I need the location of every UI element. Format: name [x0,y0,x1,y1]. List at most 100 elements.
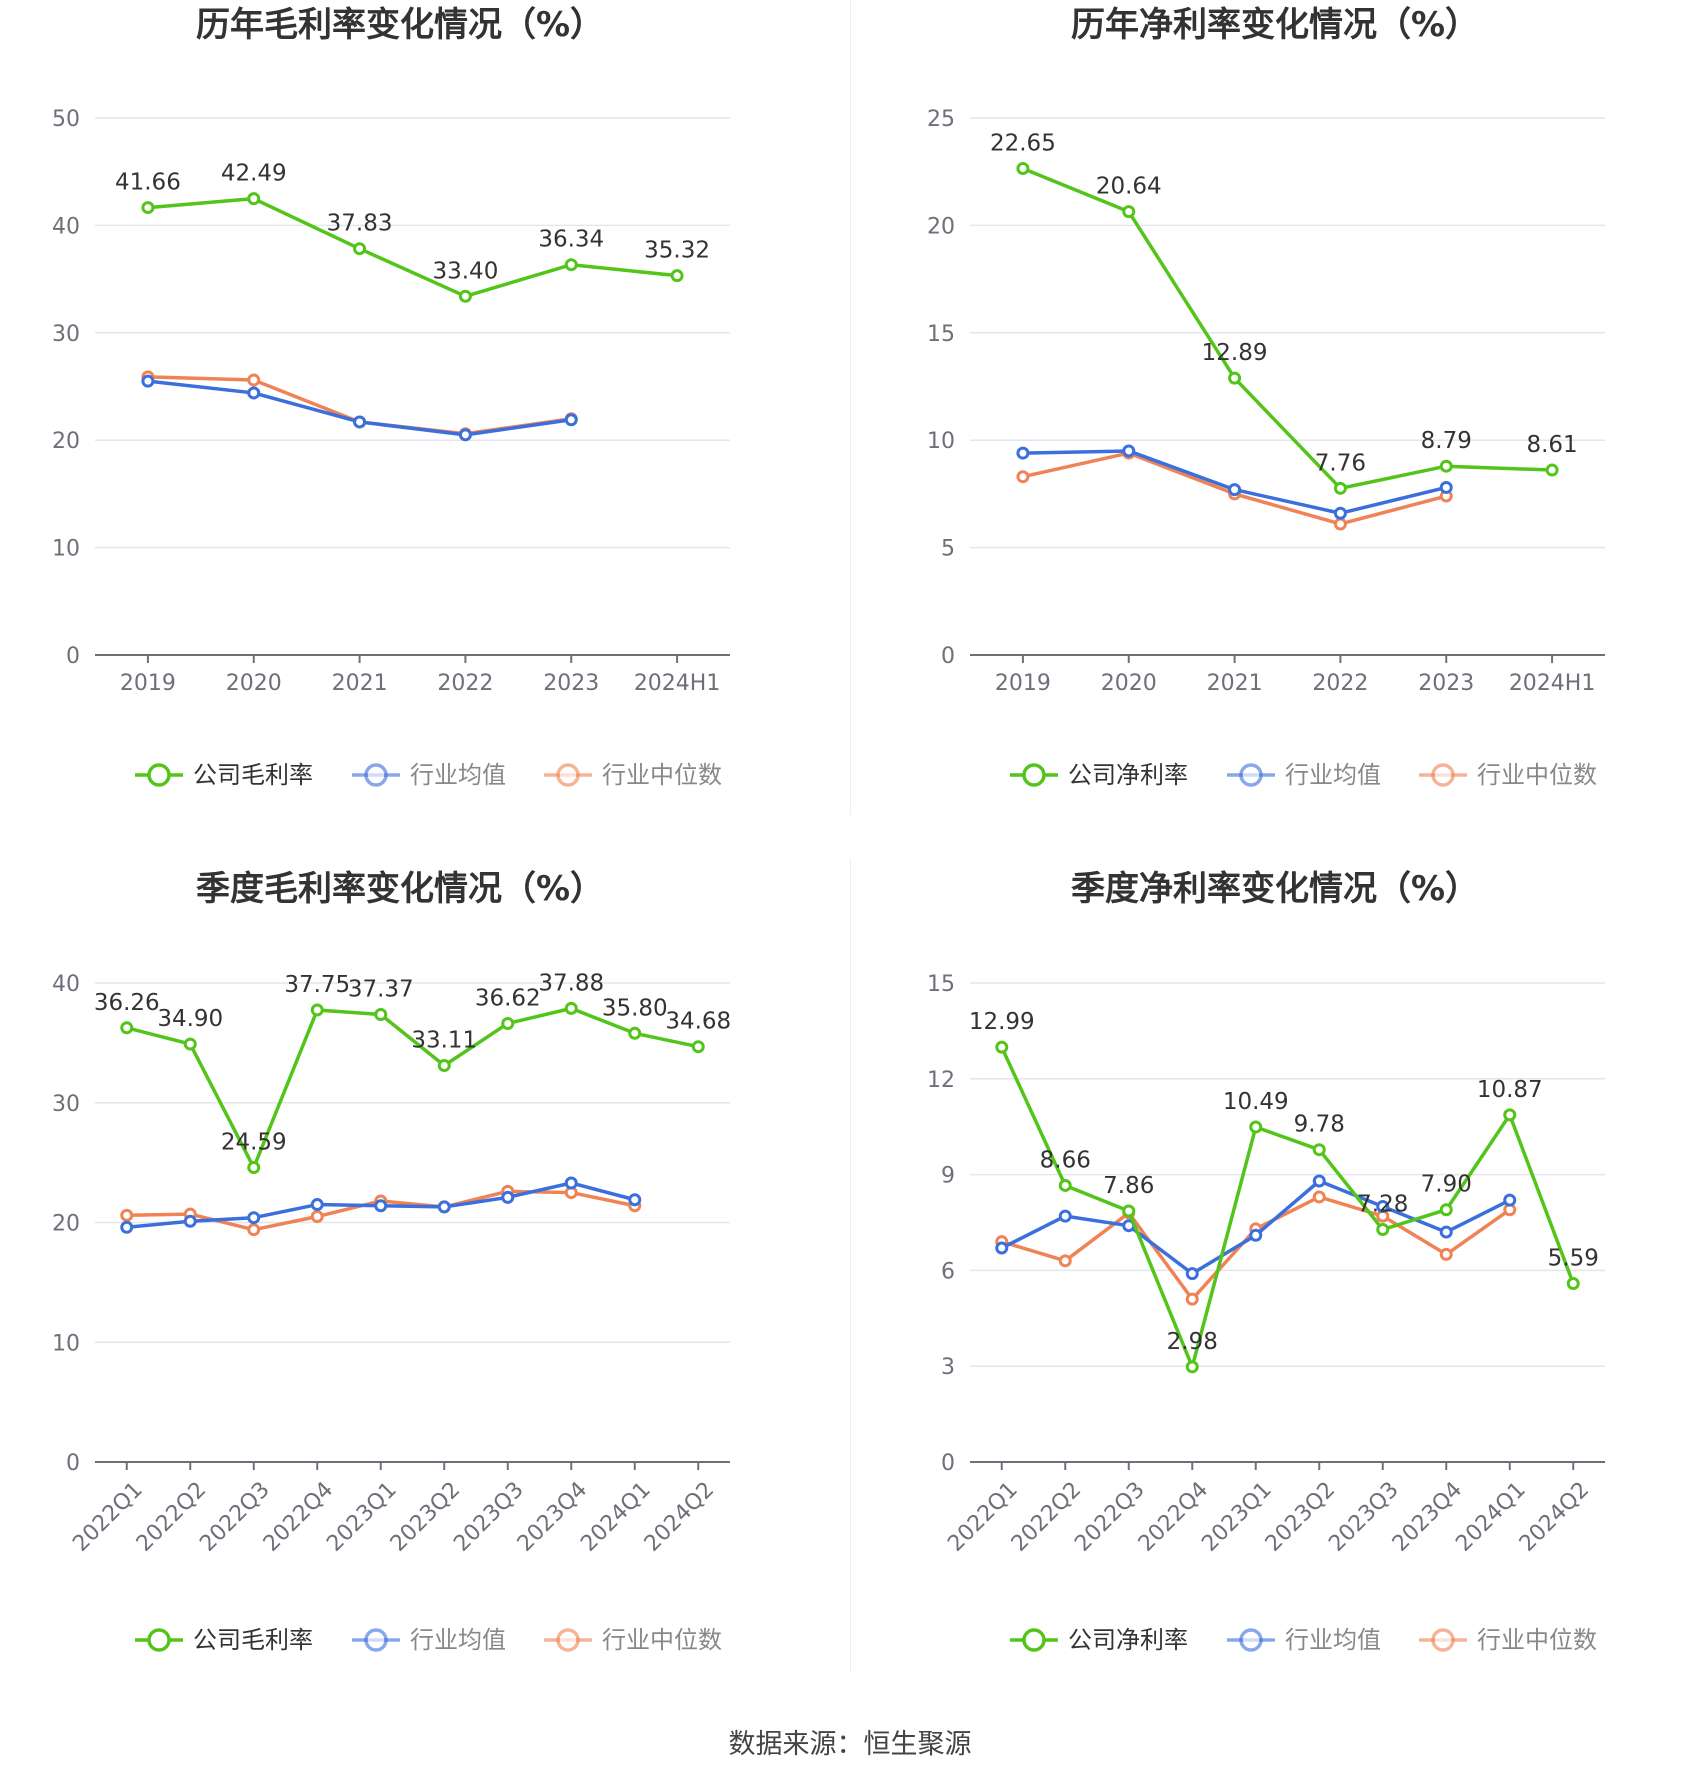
data-label: 36.34 [538,227,604,253]
data-point [1122,205,1136,219]
legend-label: 公司毛利率 [193,1626,313,1654]
data-point [120,1021,134,1035]
y-tick-label: 25 [927,107,955,132]
data-label: 35.80 [602,995,668,1021]
x-tick-label: 2023 [1418,671,1474,696]
data-point [1439,1203,1453,1217]
data-point [1249,1120,1263,1134]
data-point [458,428,472,442]
panel-divider-bottom [850,858,851,1673]
data-point [1503,1108,1517,1122]
legend-label: 公司毛利率 [193,761,313,789]
data-point [691,1040,705,1054]
legend-marker [1022,1628,1046,1652]
data-label: 22.65 [990,130,1056,156]
data-point [564,258,578,272]
data-label: 12.89 [1202,340,1268,366]
chart-title: 历年净利率变化情况（%） [1071,5,1479,45]
x-tick-label: 2023Q2 [386,1477,465,1556]
y-tick-label: 15 [927,322,955,347]
y-tick-label: 20 [927,214,955,239]
legend-marker [1022,763,1046,787]
legend-marker [1239,763,1263,787]
data-point [564,1176,578,1190]
legend-label: 公司净利率 [1068,761,1188,789]
data-label: 37.75 [284,972,350,998]
x-tick-label: 2024H1 [634,671,721,696]
y-tick-label: 50 [52,107,80,132]
legend-marker [147,763,171,787]
data-point [374,1007,388,1021]
x-tick-label: 2022Q2 [1007,1477,1086,1556]
x-tick-label: 2024Q1 [576,1477,655,1556]
data-label: 41.66 [115,170,181,196]
data-label: 37.83 [327,211,393,237]
data-label: 12.99 [969,1009,1035,1035]
x-tick-label: 2020 [226,671,282,696]
chart-title: 历年毛利率变化情况（%） [196,5,604,45]
y-tick-label: 30 [52,322,80,347]
data-point [141,201,155,215]
data-point [1122,444,1136,458]
data-point [374,1199,388,1213]
data-point [1333,506,1347,520]
data-label: 33.11 [411,1028,477,1054]
data-point [247,1161,261,1175]
data-label: 20.64 [1096,174,1162,200]
y-tick-label: 12 [927,1068,955,1093]
data-point [183,1037,197,1051]
legend-marker [364,763,388,787]
data-point [1058,1178,1072,1192]
x-tick-label: 2022Q4 [1134,1477,1213,1556]
y-tick-label: 0 [66,1451,80,1476]
data-label: 2.98 [1167,1329,1218,1355]
x-tick-label: 2022Q1 [68,1477,147,1556]
data-label: 8.79 [1421,428,1472,454]
data-point [1058,1209,1072,1223]
data-point [1566,1276,1580,1290]
x-tick-label: 2023Q4 [1388,1477,1467,1556]
y-tick-label: 9 [941,1164,955,1189]
x-tick-label: 2022Q3 [195,1477,274,1556]
data-point [1185,1360,1199,1374]
x-tick-label: 2021 [1207,671,1263,696]
data-point [247,192,261,206]
data-point [1376,1223,1390,1237]
y-tick-label: 30 [52,1092,80,1117]
data-label: 36.26 [94,990,160,1016]
chart-title: 季度净利率变化情况（%） [1071,869,1479,909]
data-label: 34.68 [665,1009,731,1035]
data-label: 24.59 [221,1130,287,1156]
y-tick-label: 10 [52,537,80,562]
data-label: 8.66 [1040,1147,1091,1173]
data-point [120,1220,134,1234]
data-point [1439,480,1453,494]
x-tick-label: 2024Q2 [1515,1477,1594,1556]
data-label: 33.40 [432,258,498,284]
x-tick-label: 2023Q3 [449,1477,528,1556]
chart-title: 季度毛利率变化情况（%） [196,869,604,909]
data-point [247,386,261,400]
data-point [1503,1193,1517,1207]
data-point [247,373,261,387]
y-tick-label: 20 [52,1212,80,1237]
y-tick-label: 6 [941,1259,955,1284]
data-point [1016,470,1030,484]
series-line [1022,166,1553,491]
data-label: 7.28 [1357,1192,1408,1218]
data-label: 37.37 [348,976,414,1002]
data-point [628,1193,642,1207]
x-tick-label: 2023Q1 [1197,1477,1276,1556]
data-label: 7.86 [1103,1173,1154,1199]
data-point [1439,459,1453,473]
y-tick-label: 10 [927,429,955,454]
data-point [458,289,472,303]
data-point [353,415,367,429]
data-label: 7.76 [1315,450,1366,476]
data-point [1333,481,1347,495]
x-tick-label: 2022 [1312,671,1368,696]
data-point [1312,1190,1326,1204]
legend-marker [556,1628,580,1652]
data-point [1333,517,1347,531]
data-point [564,1001,578,1015]
